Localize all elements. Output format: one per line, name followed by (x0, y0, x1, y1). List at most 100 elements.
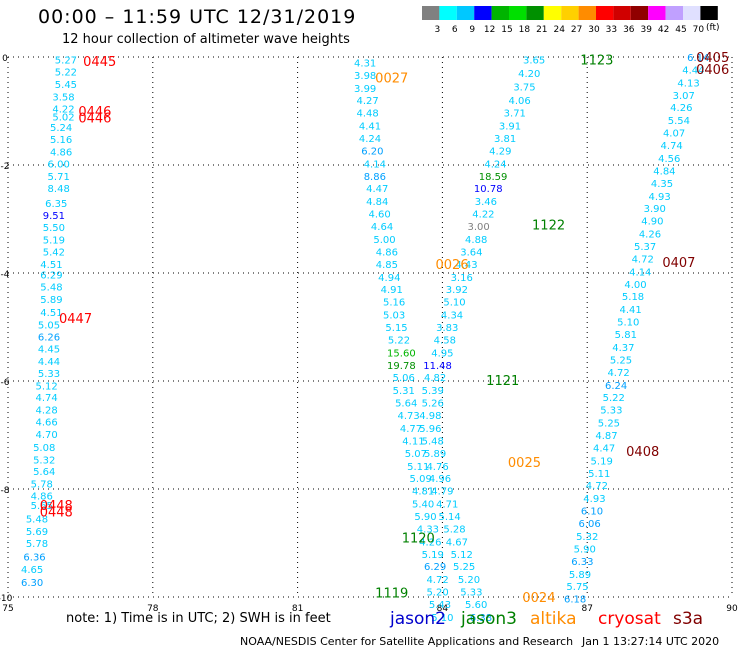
track-label-jason3: 0448 (40, 506, 73, 521)
wave-height-point: 4.48 (356, 109, 378, 120)
wave-height-point: 5.33 (600, 406, 622, 417)
track-label-cryosat: 0406 (696, 63, 729, 78)
track-label-altika: 0024 (522, 591, 555, 606)
wave-height-point: 6.36 (23, 553, 45, 564)
wave-height-point: 5.48 (40, 283, 62, 294)
track-label-jason3: 0446 (78, 105, 111, 120)
wave-height-point: 5.81 (615, 330, 637, 341)
wave-height-point: 4.79 (431, 487, 453, 498)
wave-height-point: 5.60 (465, 600, 487, 611)
wave-height-point: 5.11 (407, 462, 429, 473)
y-tick-label: -10 (0, 594, 13, 604)
wave-height-point: 3.71 (504, 109, 526, 120)
wave-height-point: 5.02 (52, 112, 74, 123)
wave-height-point: 4.73 (397, 411, 419, 422)
wave-height-point: 5.65 (31, 501, 53, 512)
wave-height-point: 5.33 (460, 588, 482, 599)
page-subtitle: 12 hour collection of altimeter wave hei… (62, 32, 350, 47)
wave-height-point: 5.54 (668, 116, 690, 127)
wave-height-point: 5.07 (405, 449, 427, 460)
track-label-jason3: 1123 (580, 54, 613, 69)
wave-height-point: 4.94 (378, 273, 400, 284)
x-tick-label: 84 (437, 604, 449, 614)
wave-height-point: 5.89 (569, 570, 591, 581)
wave-height-point: 8.86 (364, 172, 386, 183)
track-label-jason3: 1119 (375, 587, 408, 602)
wave-height-point: 5.33 (38, 369, 60, 380)
wave-height-point: 5.64 (33, 467, 55, 478)
wave-height-point: 5.09 (410, 474, 432, 485)
legend-jason3: jason3 (461, 609, 517, 629)
wave-height-point: 4.98 (419, 411, 441, 422)
wave-height-point: 3.99 (354, 84, 376, 95)
wave-height-point: 4.74 (35, 393, 57, 404)
page-title: 00:00 – 11:59 UTC 12/31/2019 (38, 6, 357, 28)
wave-height-point: 5.14 (439, 512, 461, 523)
generated-timestamp: Jan 1 13:27:14 UTC 2020 (582, 635, 720, 648)
x-tick-label: 81 (292, 604, 303, 614)
wave-height-point: 15.60 (387, 348, 416, 359)
wave-height-point: 6.38 (470, 613, 492, 624)
wave-height-point: 4.41 (620, 305, 642, 316)
y-tick-label: -4 (1, 270, 10, 280)
wave-height-point: 5.48 (26, 515, 48, 526)
track-label-jason3: 1121 (486, 374, 519, 389)
wave-height-point: 5.89 (424, 449, 446, 460)
wave-height-point: 5.20 (458, 575, 480, 586)
wave-height-point: 5.12 (35, 381, 57, 392)
wave-height-point: 4.41 (359, 122, 381, 133)
legend-s3a: s3a (673, 609, 704, 629)
wave-height-point: 5.10 (443, 298, 465, 309)
track-label-altika: 0025 (508, 456, 541, 471)
wave-height-point: 5.90 (574, 544, 596, 555)
wave-height-point: 5.18 (622, 292, 644, 303)
wave-height-point: 4.33 (417, 524, 439, 535)
wave-height-point: 5.32 (33, 455, 55, 466)
wave-height-point: 4.67 (446, 537, 468, 548)
wave-height-point: 11.48 (423, 361, 452, 372)
x-tick-label: 78 (147, 604, 159, 614)
wave-height-point: 6.10 (581, 507, 603, 518)
wave-height-point: 6.20 (361, 146, 383, 157)
wave-height-point: 3.92 (446, 285, 468, 296)
wave-height-point: 4.87 (595, 431, 617, 442)
wave-height-point: 6.14 (687, 53, 709, 64)
wave-height-point: 6.26 (38, 333, 60, 344)
wave-height-point: 4.85 (376, 260, 398, 271)
wave-height-point: 5.11 (588, 469, 610, 480)
wave-height-point: 4.43 (455, 260, 477, 271)
y-tick-label: -6 (1, 378, 10, 388)
wave-height-point: 4.64 (371, 222, 393, 233)
wave-height-point: 3.64 (460, 247, 482, 258)
wave-height-point: 5.10 (431, 613, 453, 624)
y-tick-label: -8 (1, 486, 10, 496)
y-tick-label: -2 (1, 162, 10, 172)
wave-height-point: 6.29 (40, 271, 62, 282)
wave-height-point: 3.90 (644, 204, 666, 215)
wave-height-point: 4.81 (412, 487, 434, 498)
wave-height-point: 5.25 (453, 562, 475, 573)
wave-height-point: 4.24 (359, 134, 381, 145)
wave-height-point: 4.37 (612, 343, 634, 354)
wave-height-point: 3.98 (354, 71, 376, 82)
wave-height-point: 4.86 (376, 247, 398, 258)
wave-height-point: 3.07 (673, 91, 695, 102)
wave-height-point: 4.29 (489, 146, 511, 157)
wave-height-point: 3.75 (513, 83, 535, 94)
wave-height-point: 4.31 (354, 58, 376, 69)
wave-height-point: 5.19 (422, 550, 444, 561)
legend-jason2: jason2 (390, 609, 446, 629)
wave-height-point: 4.58 (434, 335, 456, 346)
wave-height-point: 4.76 (426, 462, 448, 473)
wave-height-point: 4.82 (424, 373, 446, 384)
wave-height-point: 5.89 (40, 295, 62, 306)
wave-height-point: 5.31 (393, 386, 415, 397)
wave-height-point: 18.59 (479, 172, 508, 183)
track-label-jason3: 0448 (40, 499, 73, 514)
wave-height-point: 5.43 (429, 600, 451, 611)
legend-altika: altika (530, 609, 577, 629)
wave-height-point: 5.24 (50, 123, 72, 134)
wave-height-point: 4.86 (31, 491, 53, 502)
wave-height-point: 5.03 (383, 311, 405, 322)
wave-height-point: 4.47 (366, 184, 388, 195)
